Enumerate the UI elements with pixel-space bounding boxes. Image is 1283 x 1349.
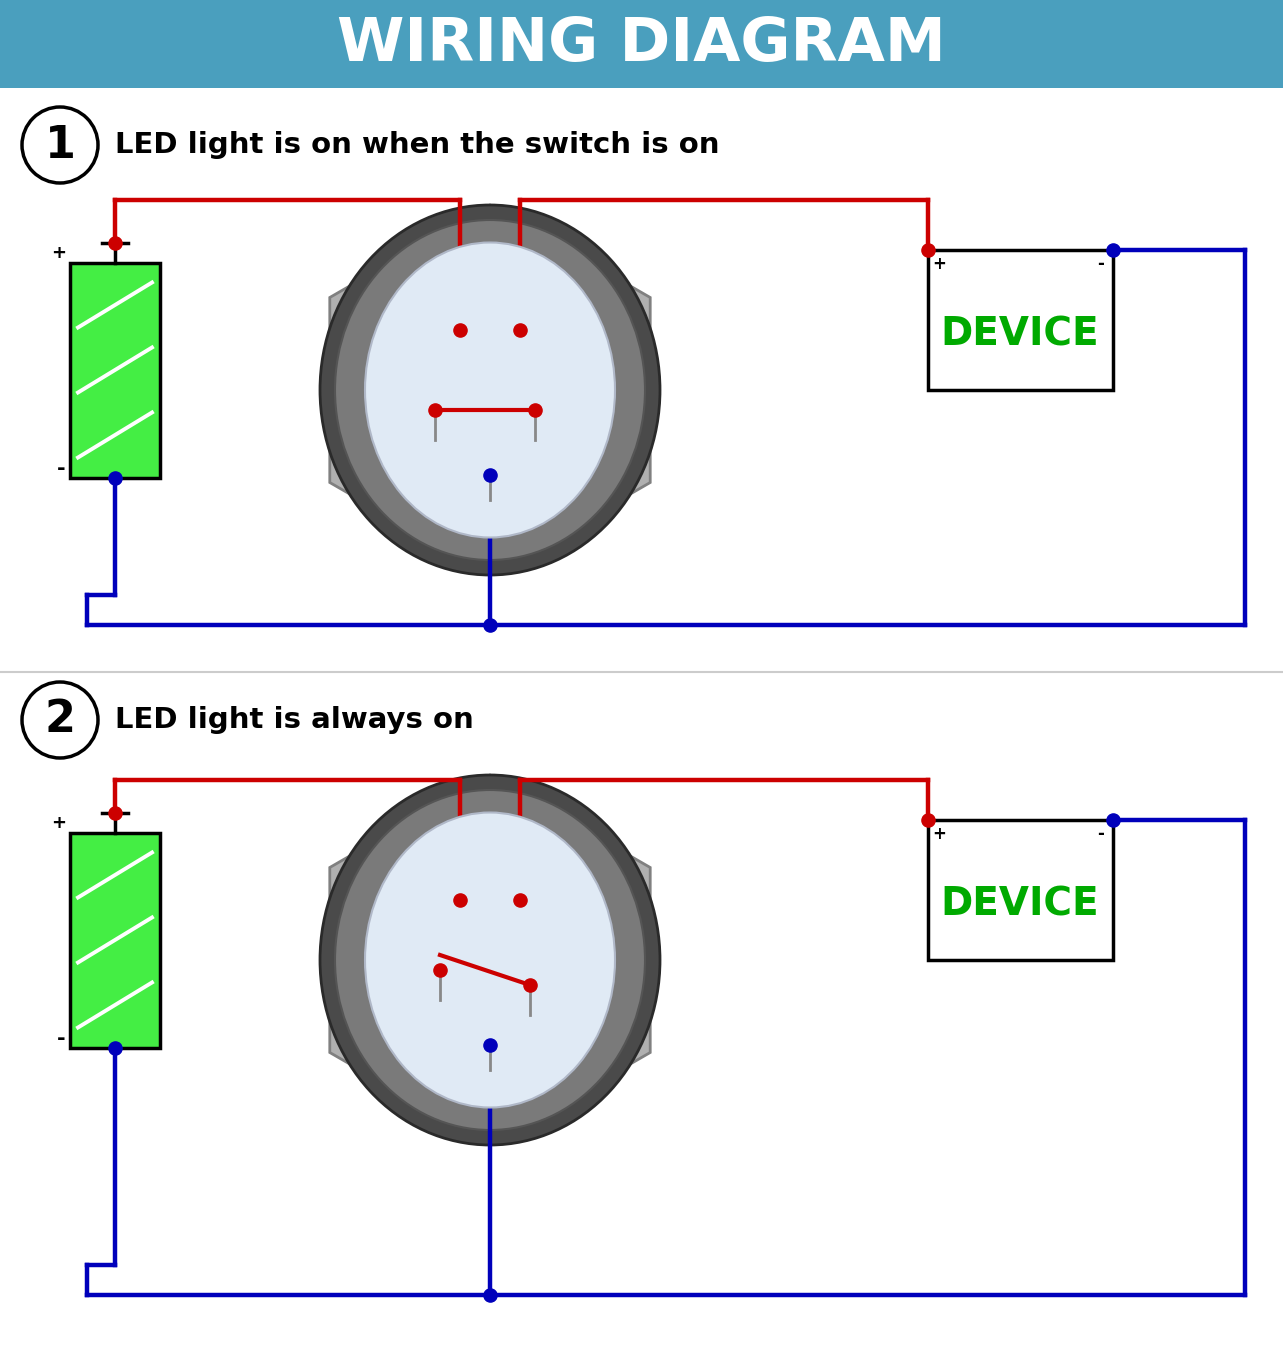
Ellipse shape [335,791,645,1130]
Text: 2: 2 [45,699,76,742]
Bar [71,832,160,1048]
Ellipse shape [319,774,659,1145]
Polygon shape [330,205,650,575]
Point [917,809,938,831]
Text: +: + [933,255,947,272]
Point [480,464,500,486]
Text: +: + [933,826,947,843]
Point [480,614,500,635]
Point [520,974,540,996]
Point [105,467,126,488]
Point [105,1037,126,1059]
Text: LED light is on when the switch is on: LED light is on when the switch is on [115,131,720,159]
Point [509,320,530,341]
Point [425,399,445,421]
Bar [0,0,1283,88]
Point [450,889,471,911]
Text: DEVICE: DEVICE [940,316,1100,353]
Point [480,1035,500,1056]
Ellipse shape [335,220,645,560]
Point [1102,809,1123,831]
Text: 1: 1 [45,124,76,166]
Point [480,1284,500,1306]
Ellipse shape [364,812,615,1108]
Text: DEVICE: DEVICE [940,886,1100,924]
Text: -: - [1097,826,1103,843]
Point [450,320,471,341]
Polygon shape [330,774,650,1145]
Ellipse shape [364,243,615,537]
Point [917,239,938,260]
Text: LED light is always on: LED light is always on [115,706,473,734]
Point [525,399,545,421]
Circle shape [22,107,98,183]
Text: +: + [51,244,65,262]
Point [105,801,126,823]
Point [1102,239,1123,260]
Bar [71,263,160,478]
Point [105,232,126,254]
Circle shape [22,683,98,758]
Bar [928,820,1112,960]
Text: -: - [1097,255,1103,272]
Text: +: + [51,813,65,831]
Text: WIRING DIAGRAM: WIRING DIAGRAM [337,15,946,73]
Bar [928,250,1112,390]
Ellipse shape [319,205,659,575]
Text: -: - [58,1029,65,1050]
Point [509,889,530,911]
Point [430,959,450,981]
Text: -: - [58,460,65,479]
